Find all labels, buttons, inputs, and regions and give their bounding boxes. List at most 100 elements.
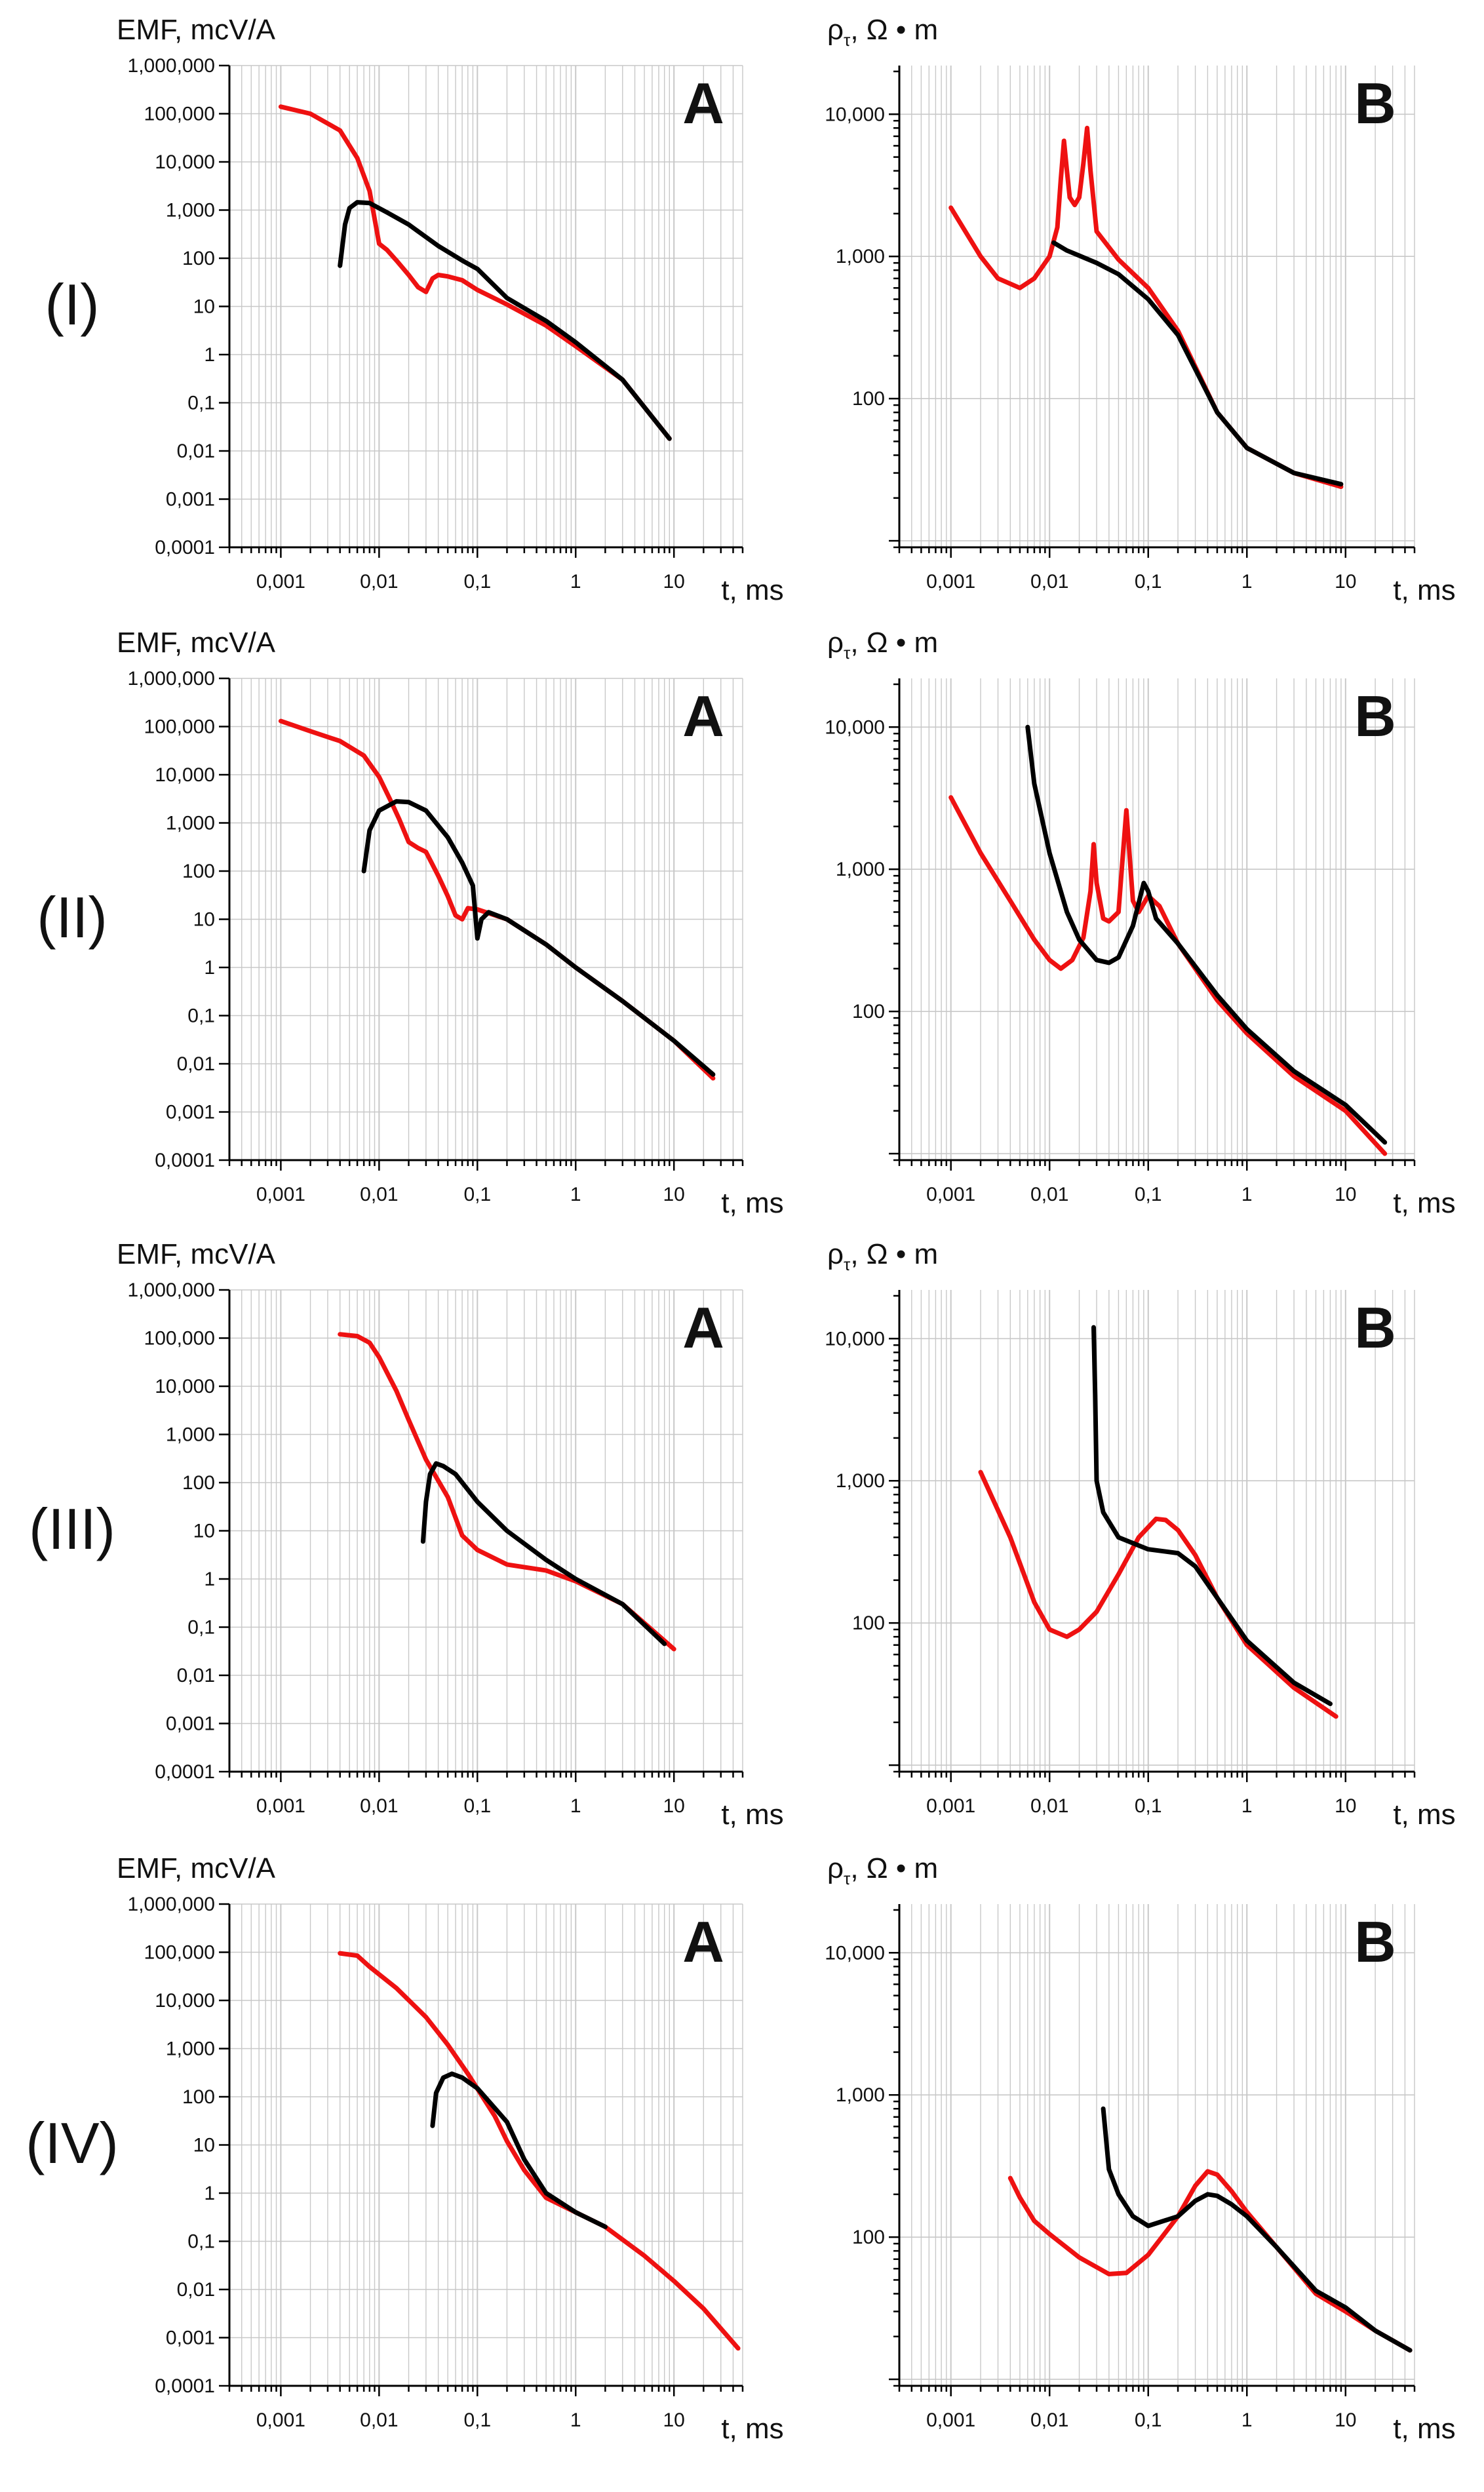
- rho-symbol: ρ: [827, 627, 844, 659]
- series-line-red: [948, 795, 1388, 1156]
- grid: [899, 1290, 1415, 1772]
- y-tick-label: 0,1: [187, 393, 215, 414]
- y-tick-label: 0,0001: [155, 1761, 215, 1783]
- panel-label: A: [682, 684, 724, 749]
- y-axis-title: ρτ, Ω • m: [827, 1852, 938, 1888]
- y-tick-label: 10,000: [825, 104, 885, 125]
- y-tick-label: 0,0001: [155, 537, 215, 558]
- x-tick-label: 10: [663, 1795, 685, 1817]
- y-tick-label: 1,000: [836, 1470, 885, 1492]
- y-tick-label: 1: [204, 957, 215, 979]
- panel-label: B: [1354, 1909, 1396, 1974]
- series-line-red: [338, 1951, 741, 2351]
- x-axis-title: t, ms: [721, 2413, 783, 2445]
- x-tick-label: 1: [1241, 1184, 1253, 1205]
- series-line-black: [1091, 1325, 1333, 1706]
- x-axis-title: t, ms: [1393, 1187, 1455, 1219]
- y-tick-label: 10: [193, 296, 215, 318]
- y-tick-label: 1,000: [166, 200, 215, 222]
- grid: [229, 1903, 743, 2386]
- y-tick-label: 1,000: [166, 2038, 215, 2060]
- y-tick-label: 10,000: [825, 716, 885, 738]
- y-tick-label: 100: [852, 1612, 885, 1634]
- tau-subscript: τ: [844, 1869, 851, 1888]
- x-tick-label: 0,001: [926, 1795, 975, 1817]
- y-tick-label: 1,000: [166, 1424, 215, 1446]
- y-tick-label: 10,000: [825, 1328, 885, 1350]
- x-tick-label: 0,01: [360, 2409, 398, 2431]
- y-tick-label: 0,1: [187, 1005, 215, 1027]
- x-tick-label: 0,001: [256, 1184, 305, 1205]
- y-tick-label: 100: [852, 2227, 885, 2248]
- y-tick-label: 10: [193, 2135, 215, 2156]
- grid: [899, 66, 1415, 547]
- x-tick-label: 10: [1335, 1184, 1356, 1205]
- tau-subscript: τ: [844, 1255, 851, 1274]
- x-tick-label: 0,01: [1030, 1184, 1068, 1205]
- units: , Ω • m: [850, 1852, 938, 1884]
- y-tick-label: 1,000: [836, 246, 885, 267]
- x-tick-label: 1: [570, 1184, 581, 1205]
- x-tick-label: 0,01: [360, 1795, 398, 1817]
- chart-panel-I-A: 0,001 0,01 0,1 1 10 0,0001 0,001 0,01 0,1 1 10 100 1…: [117, 14, 784, 606]
- panel-label: B: [1354, 684, 1396, 749]
- row-label: (IV): [26, 2111, 119, 2175]
- chart-panel-I-B: 0,001 0,01 0,1 1 10 100 1,000 10,000 Bρτ, Ω • m t…: [825, 14, 1455, 606]
- series-line-black: [1101, 2106, 1413, 2353]
- y-tick-label: 10,000: [155, 1376, 215, 1397]
- series-line-black: [1051, 240, 1344, 487]
- x-tick-label: 10: [663, 2409, 685, 2431]
- series-line-black: [430, 2071, 608, 2229]
- rho-symbol: ρ: [827, 14, 844, 46]
- y-tick-label: 0,001: [166, 1102, 215, 1123]
- y-tick-label: 1,000: [836, 2084, 885, 2106]
- x-axis-title: t, ms: [1393, 2413, 1455, 2445]
- x-tick-label: 1: [1241, 571, 1253, 593]
- y-tick-label: 10,000: [155, 764, 215, 786]
- y-axis-title: EMF, mcV/A: [117, 627, 276, 659]
- grid: [229, 1289, 743, 1772]
- chart-panel-II-A: 0,001 0,01 0,1 1 10 0,0001 0,001 0,01 0,1 1 10 100 1…: [117, 627, 784, 1219]
- series-line-red: [338, 1332, 676, 1652]
- y-tick-label: 1,000,000: [128, 1894, 215, 1915]
- chart-panel-III-A: 0,001 0,01 0,1 1 10 0,0001 0,001 0,01 0,1 1 10 100 1…: [117, 1238, 784, 1831]
- y-axis-title: EMF, mcV/A: [117, 14, 276, 46]
- x-tick-label: 10: [1335, 2409, 1356, 2431]
- y-axis-title: EMF, mcV/A: [117, 1238, 276, 1270]
- y-tick-label: 1: [204, 2183, 215, 2204]
- x-tick-label: 0,1: [1135, 2409, 1162, 2431]
- y-tick-label: 0,01: [177, 1053, 215, 1075]
- x-tick-label: 0,01: [1030, 1795, 1068, 1817]
- y-tick-label: 1: [204, 344, 215, 366]
- y-tick-label: 10: [193, 1521, 215, 1542]
- y-tick-label: 1,000: [836, 859, 885, 880]
- y-tick-label: 10,000: [155, 1990, 215, 2012]
- x-axis-title: t, ms: [1393, 574, 1455, 606]
- y-tick-label: 100,000: [144, 104, 215, 125]
- y-tick-label: 10,000: [155, 151, 215, 173]
- y-axis-title: ρτ, Ω • m: [827, 14, 938, 50]
- x-tick-label: 0,001: [256, 571, 305, 593]
- y-tick-label: 10,000: [825, 1942, 885, 1964]
- x-tick-label: 0,001: [926, 571, 975, 593]
- x-tick-label: 1: [1241, 2409, 1253, 2431]
- x-tick-label: 0,01: [1030, 2409, 1068, 2431]
- y-tick-label: 0,001: [166, 1713, 215, 1735]
- y-tick-label: 1,000,000: [128, 1279, 215, 1301]
- y-tick-label: 100,000: [144, 1942, 215, 1964]
- row-label: (III): [29, 1496, 115, 1561]
- y-tick-label: 1,000: [166, 813, 215, 834]
- chart-panel-III-B: 0,001 0,01 0,1 1 10 100 1,000 10,000 Bρτ, Ω • m t…: [825, 1238, 1455, 1831]
- y-tick-label: 1,000,000: [128, 668, 215, 690]
- series-line-red: [278, 104, 672, 441]
- y-tick-label: 100,000: [144, 716, 215, 738]
- y-axis-title: ρτ, Ω • m: [827, 627, 938, 663]
- y-tick-label: 0,01: [177, 440, 215, 462]
- x-tick-label: 10: [663, 571, 685, 593]
- x-tick-label: 1: [570, 1795, 581, 1817]
- y-tick-label: 100,000: [144, 1328, 215, 1350]
- x-tick-label: 1: [570, 571, 581, 593]
- y-tick-label: 10: [193, 909, 215, 931]
- x-tick-label: 0,01: [1030, 571, 1068, 593]
